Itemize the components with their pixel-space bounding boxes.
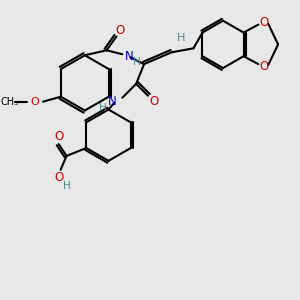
Text: O: O xyxy=(116,24,125,37)
Text: O: O xyxy=(149,95,158,108)
Text: O: O xyxy=(260,60,269,73)
Text: N: N xyxy=(108,95,117,108)
Text: H: H xyxy=(133,57,141,67)
Text: O: O xyxy=(260,16,269,29)
Text: N: N xyxy=(125,50,134,63)
Text: H: H xyxy=(63,181,70,190)
Text: H: H xyxy=(177,34,186,44)
Text: O: O xyxy=(31,97,40,106)
Text: CH₃: CH₃ xyxy=(1,97,19,106)
Text: O: O xyxy=(54,171,63,184)
Text: H: H xyxy=(99,103,106,112)
Text: O: O xyxy=(54,130,63,143)
